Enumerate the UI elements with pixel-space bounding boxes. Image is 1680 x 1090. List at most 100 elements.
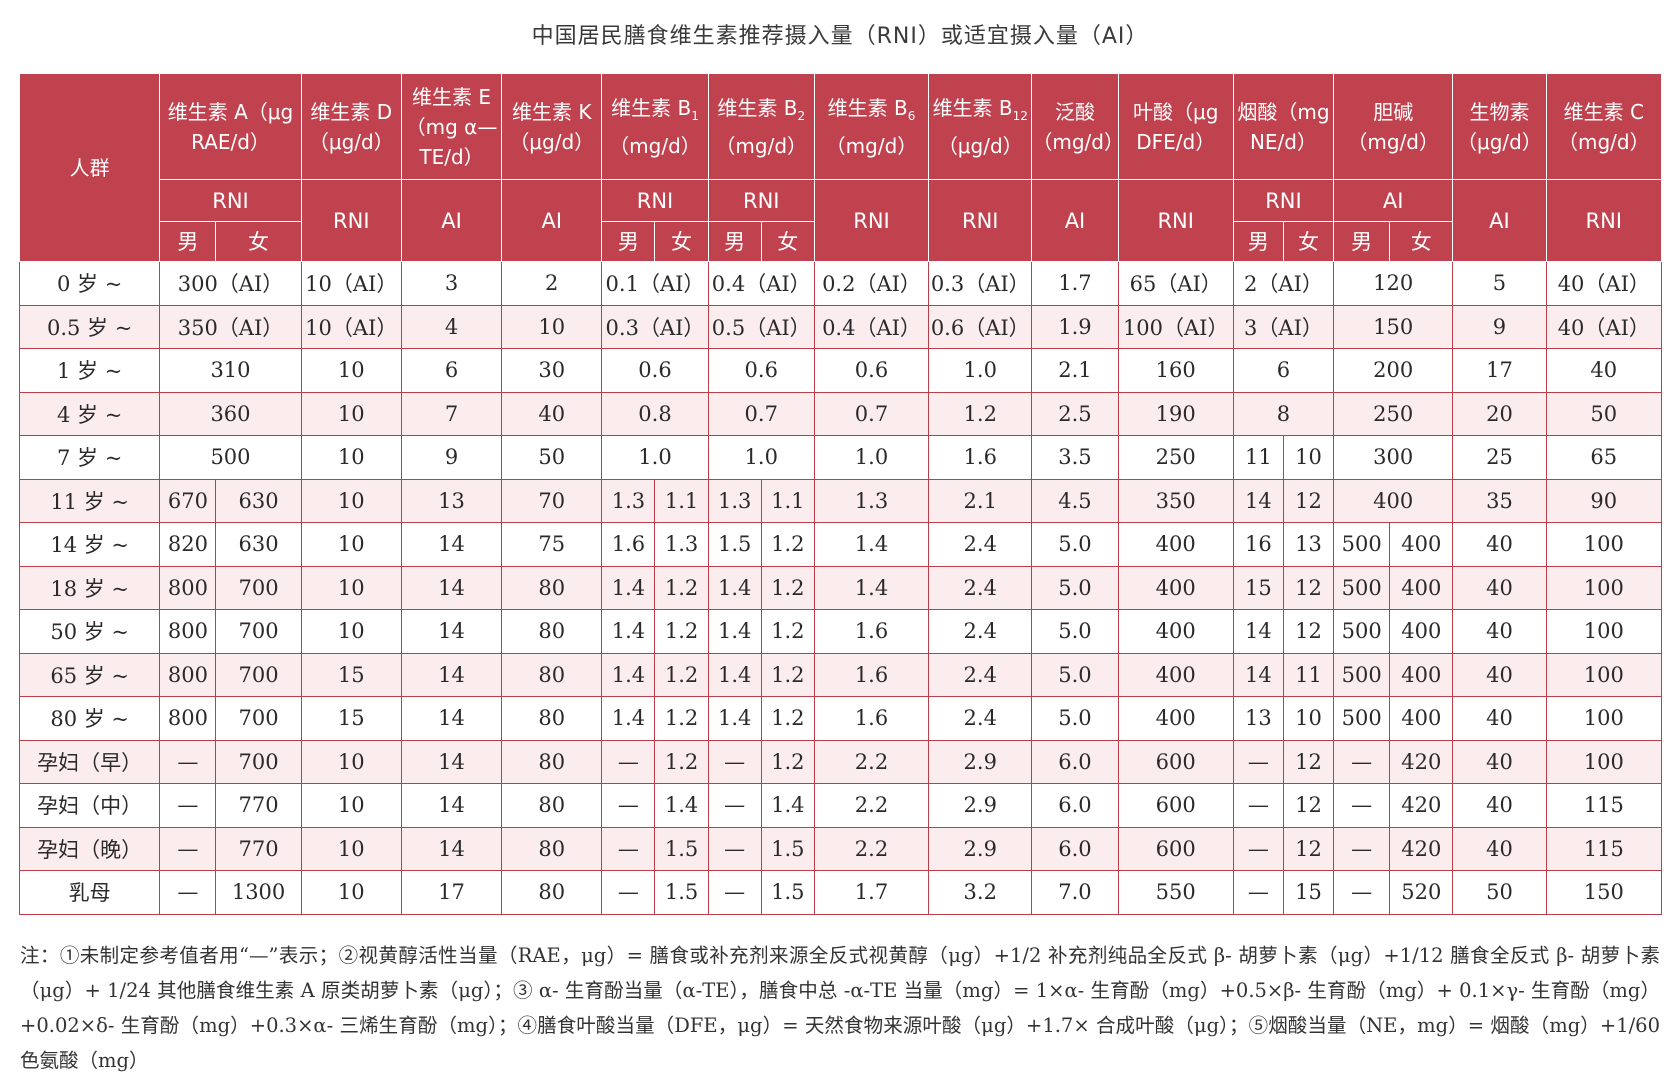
table-cell: 40 bbox=[1452, 783, 1547, 828]
table-cell: 2.2 bbox=[813, 739, 930, 784]
table-cell: 1.6 bbox=[813, 609, 930, 654]
table-cell: 500 bbox=[1333, 609, 1391, 654]
table-cell: 400 bbox=[1117, 652, 1234, 697]
table-cell: 5 bbox=[1452, 261, 1547, 306]
table-cell: 10 bbox=[300, 391, 402, 436]
table-cell: 10 bbox=[300, 826, 402, 871]
table-cell: 2.4 bbox=[928, 652, 1033, 697]
table-cell: 1.2 bbox=[760, 739, 815, 784]
table-cell: — bbox=[707, 826, 762, 871]
table-cell: 100 bbox=[1545, 739, 1663, 784]
table-cell: 700 bbox=[215, 609, 302, 654]
table-row: 1 岁 ~310 10 6 30 0.6 0.6 0.6 1.0 2.1 160 6 200 17 40 bbox=[18, 348, 1663, 393]
table-cell: — bbox=[707, 783, 762, 828]
table-cell: 420 bbox=[1389, 783, 1454, 828]
table-cell: 12 bbox=[1282, 826, 1335, 871]
table-cell: 2.4 bbox=[928, 609, 1033, 654]
table-cell: 400 bbox=[1117, 522, 1234, 567]
table-cell: 40 bbox=[1452, 696, 1547, 741]
table-cell: 520 bbox=[1389, 870, 1454, 915]
table-cell: 10 bbox=[300, 348, 402, 393]
table-row: 4 岁 ~360 10 7 40 0.8 0.7 0.7 1.2 2.5 190 8 250 20 50 bbox=[18, 391, 1663, 436]
row-group-label: 孕妇（早） bbox=[18, 739, 161, 784]
table-cell: 2.4 bbox=[928, 565, 1033, 610]
table-cell: 100（AI） bbox=[1117, 304, 1234, 349]
table-cell: 12 bbox=[1282, 739, 1335, 784]
table-title: 中国居民膳食维生素推荐摄入量（RNI）或适宜摄入量（AI） bbox=[531, 24, 1149, 49]
table-cell: — bbox=[159, 783, 217, 828]
header-vitamin-c-rni: RNI bbox=[1545, 179, 1663, 262]
table-cell: 10 bbox=[300, 783, 402, 828]
table-cell: 360 bbox=[159, 391, 302, 436]
table-cell: 0.4（AI） bbox=[813, 304, 930, 349]
table-cell: 420 bbox=[1389, 826, 1454, 871]
table-cell: 1.4 bbox=[760, 783, 815, 828]
table-cell: 80 bbox=[501, 565, 603, 610]
header-vitamin-b2: 维生素 B2 （mg/d） bbox=[707, 73, 815, 180]
table-cell: 40 bbox=[1452, 652, 1547, 697]
b1-subscript: 1 bbox=[691, 108, 699, 123]
table-cell: 14 bbox=[400, 652, 503, 697]
table-cell: 1.2 bbox=[654, 739, 709, 784]
table-cell: 50 bbox=[1545, 391, 1663, 436]
b6-unit: （mg/d） bbox=[825, 133, 918, 158]
table-cell: 30 bbox=[501, 348, 603, 393]
table-cell: 800 bbox=[159, 696, 217, 741]
table-cell: 40（AI） bbox=[1545, 261, 1663, 306]
table-cell: 6 bbox=[400, 348, 503, 393]
table-cell: — bbox=[1232, 739, 1284, 784]
table-cell: 14 bbox=[400, 696, 503, 741]
table-cell: 14 bbox=[1232, 609, 1284, 654]
table-cell: 2.1 bbox=[928, 478, 1033, 523]
table-cell: 1.2 bbox=[760, 609, 815, 654]
b2-name: 维生素 B bbox=[717, 95, 798, 120]
table-cell: — bbox=[1333, 826, 1391, 871]
table-cell: 1.3 bbox=[654, 522, 709, 567]
table-cell: 0.6 bbox=[813, 348, 930, 393]
header-vitamin-b2-rni: RNI bbox=[707, 179, 815, 222]
table-cell: 420 bbox=[1389, 739, 1454, 784]
header-vitamin-b1-rni: RNI bbox=[601, 179, 709, 222]
table-cell: — bbox=[159, 739, 217, 784]
header-vitamin-a-male: 男 bbox=[159, 221, 217, 262]
table-row: 14 岁 ~820 630 10 14 75 1.6 1.3 1.5 1.2 1.4 2.4 5.0 4… bbox=[18, 522, 1663, 567]
table-cell: 10 bbox=[300, 609, 402, 654]
table-cell: 770 bbox=[215, 783, 302, 828]
table-cell: 20 bbox=[1452, 391, 1547, 436]
header-pantothenic-ai: AI bbox=[1031, 179, 1119, 262]
header-biotin: 生物素（μg/d） bbox=[1452, 73, 1547, 180]
table-cell: 80 bbox=[501, 739, 603, 784]
table-cell: 1.2 bbox=[760, 652, 815, 697]
table-cell: 100 bbox=[1545, 565, 1663, 610]
table-cell: 11 bbox=[1232, 435, 1284, 480]
header-vitamin-b12: 维生素 B12 （μg/d） bbox=[928, 73, 1033, 180]
table-cell: 17 bbox=[1452, 348, 1547, 393]
table-cell: — bbox=[1333, 783, 1391, 828]
table-cell: 8 bbox=[1232, 391, 1335, 436]
table-cell: 40 bbox=[1545, 348, 1663, 393]
table-cell: 0.6 bbox=[601, 348, 709, 393]
table-cell: 5.0 bbox=[1031, 522, 1119, 567]
table-cell: 2.1 bbox=[1031, 348, 1119, 393]
table-cell: 500 bbox=[1333, 522, 1391, 567]
table-cell: — bbox=[601, 783, 656, 828]
table-cell: — bbox=[601, 826, 656, 871]
table-row: 孕妇（中） —770 10 14 80—1.4—1.4 2.2 2.9 6.0 600—12—4… bbox=[18, 783, 1663, 828]
b1-unit: （mg/d） bbox=[609, 133, 701, 158]
table-cell: 6.0 bbox=[1031, 783, 1119, 828]
row-group-label: 孕妇（晚） bbox=[18, 826, 161, 871]
table-cell: 800 bbox=[159, 565, 217, 610]
table-cell: 0.3（AI） bbox=[928, 261, 1033, 306]
header-vitamin-b1-male: 男 bbox=[601, 221, 656, 262]
table-cell: 80 bbox=[501, 652, 603, 697]
table-cell: 700 bbox=[215, 739, 302, 784]
table-cell: 13 bbox=[1282, 522, 1335, 567]
table-cell: 14 bbox=[1232, 652, 1284, 697]
table-cell: 1.3 bbox=[601, 478, 656, 523]
table-cell: 400 bbox=[1389, 696, 1454, 741]
table-cell: 14 bbox=[400, 565, 503, 610]
table-cell: 700 bbox=[215, 565, 302, 610]
table-cell: — bbox=[707, 870, 762, 915]
table-cell: 70 bbox=[501, 478, 603, 523]
table-cell: 500 bbox=[1333, 696, 1391, 741]
